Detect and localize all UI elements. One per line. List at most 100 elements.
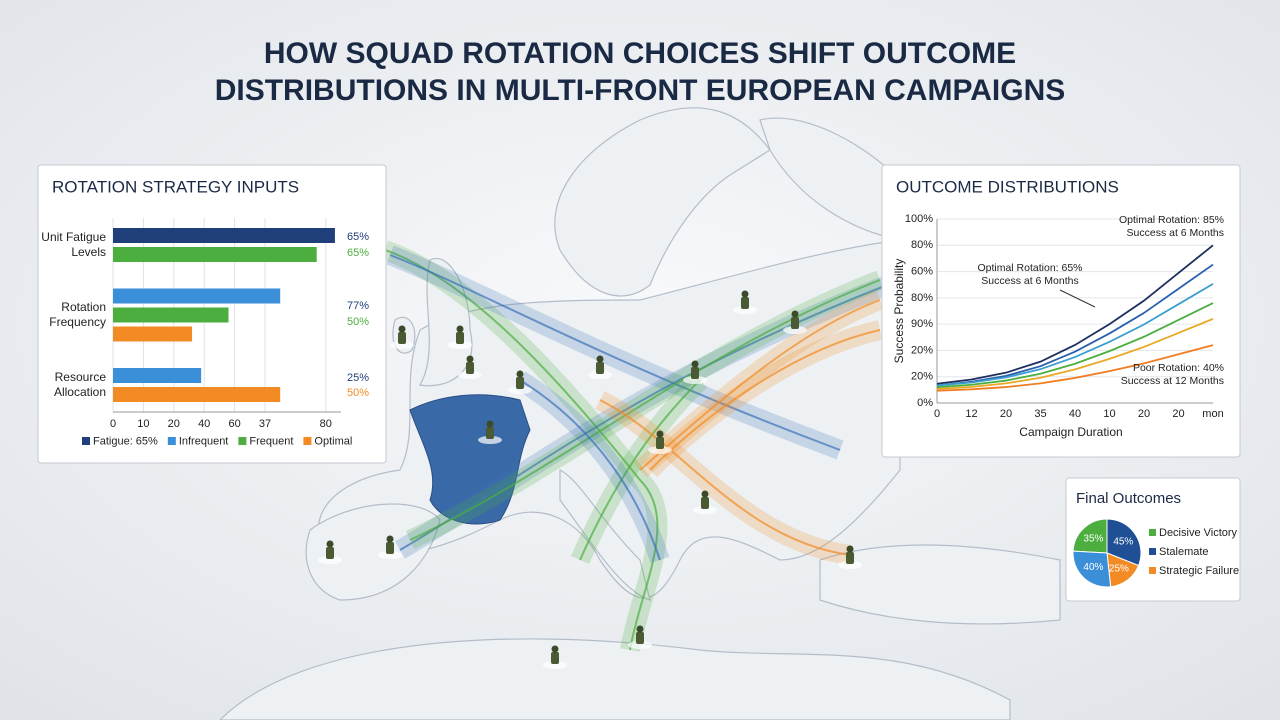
unit-body [326, 547, 334, 559]
panel-title: OUTCOME DISTRIBUTIONS [896, 177, 1119, 196]
side-label: 65% [347, 247, 369, 259]
bar [113, 326, 193, 342]
flow-line [579, 379, 701, 561]
unit-body [741, 297, 749, 309]
legend-label: Stalemate [1159, 546, 1209, 558]
panel-title: Final Outcomes [1076, 490, 1181, 507]
unit-shadow [838, 561, 862, 569]
unit-shadow [478, 436, 502, 444]
legend-swatch [167, 437, 176, 445]
x-tick-label: 40 [198, 418, 210, 430]
unit-head [656, 430, 664, 438]
unit-head [636, 625, 644, 633]
flow-line [409, 279, 881, 541]
unit-shadow [588, 371, 612, 379]
unit-head [456, 325, 464, 333]
unit-shadow [733, 306, 757, 314]
legend-label: Frequent [249, 435, 293, 447]
y-tick-label: 100% [905, 213, 933, 225]
side-label: 77% [347, 300, 369, 312]
legend-label: Infrequent [179, 435, 229, 447]
unit-shadow [628, 641, 652, 649]
unit-shadow [378, 551, 402, 559]
annotation: Poor Rotation: 40% [1133, 362, 1224, 374]
line [936, 318, 1214, 390]
bar [113, 288, 281, 304]
y-tick-label: 0% [917, 397, 933, 409]
unit-head [386, 535, 394, 543]
unit-head [701, 490, 709, 498]
x-tick-label: 40 [1069, 408, 1081, 420]
land [305, 503, 441, 601]
leader-line [1059, 289, 1096, 308]
unit-body [791, 317, 799, 329]
y-axis-label: Success Probability [892, 259, 906, 364]
annotation: Success at 6 Months [981, 275, 1078, 287]
value-label: 25% [1109, 563, 1129, 574]
land [819, 544, 1061, 625]
legend-label: Fatigue: 65% [93, 435, 158, 447]
unit-shadow [648, 446, 672, 454]
y-tick-label: 80% [911, 239, 933, 251]
unit-body [456, 332, 464, 344]
panel-title: ROTATION STRATEGY INPUTS [52, 177, 299, 196]
y-tick-label: 20% [911, 371, 933, 383]
category-label: Resource Allocation [53, 370, 106, 399]
legend-swatch [303, 437, 312, 445]
bar [113, 307, 229, 323]
x-tick-label: 0 [934, 408, 940, 420]
value-label: 45% [1113, 537, 1133, 548]
legend-swatch [82, 437, 90, 445]
unit-head [691, 360, 699, 368]
legend-label: Strategic Failure [1159, 565, 1239, 577]
side-label: 50% [347, 387, 369, 399]
unit-body [551, 652, 559, 664]
legend-label: Optimal [314, 435, 352, 447]
unit-body [656, 437, 664, 449]
land [559, 469, 651, 601]
x-tick-label: 80 [320, 418, 332, 430]
flows [381, 240, 904, 652]
x-axis-label: Campaign Duration [1019, 425, 1122, 439]
unit-shadow [683, 376, 707, 384]
unit-shadow [390, 341, 414, 349]
main-title: DISTRIBUTIONS IN MULTI-FRONT EUROPEAN CA… [215, 74, 1066, 107]
unit-head [741, 290, 749, 298]
land [219, 638, 1011, 720]
unit-head [846, 545, 854, 553]
unit-head [596, 355, 604, 363]
unit-body [466, 362, 474, 374]
y-tick-label: 20% [911, 344, 933, 356]
flow-line [389, 254, 841, 451]
flow-line [384, 249, 659, 651]
unit-head [398, 325, 406, 333]
side-label: 25% [347, 372, 369, 384]
unit-shadow [318, 556, 342, 564]
x-tick-label: mon [1202, 408, 1223, 420]
x-tick-label: 20 [1000, 408, 1012, 420]
unit-shadow [543, 661, 567, 669]
unit-body [516, 377, 524, 389]
side-label: 50% [347, 316, 369, 328]
unit-body [846, 552, 854, 564]
unit-body [691, 367, 699, 379]
y-tick-label: 80% [911, 292, 933, 304]
main-title: HOW SQUAD ROTATION CHOICES SHIFT OUTCOME [264, 37, 1016, 70]
side-label: 65% [347, 231, 369, 243]
unit-head [551, 645, 559, 653]
x-tick-label: 10 [1103, 408, 1115, 420]
value-label: 40% [1083, 562, 1103, 573]
pie-slice [1072, 550, 1112, 588]
unit-body [596, 362, 604, 374]
line [936, 302, 1214, 389]
annotation: Optimal Rotation: 65% [977, 262, 1082, 274]
unit-shadow [693, 506, 717, 514]
unit-shadow [508, 386, 532, 394]
unit-head [326, 540, 334, 548]
flow-line [639, 299, 881, 471]
category-label: Unit Fatigue Levels [41, 230, 106, 259]
unit-head [516, 370, 524, 378]
